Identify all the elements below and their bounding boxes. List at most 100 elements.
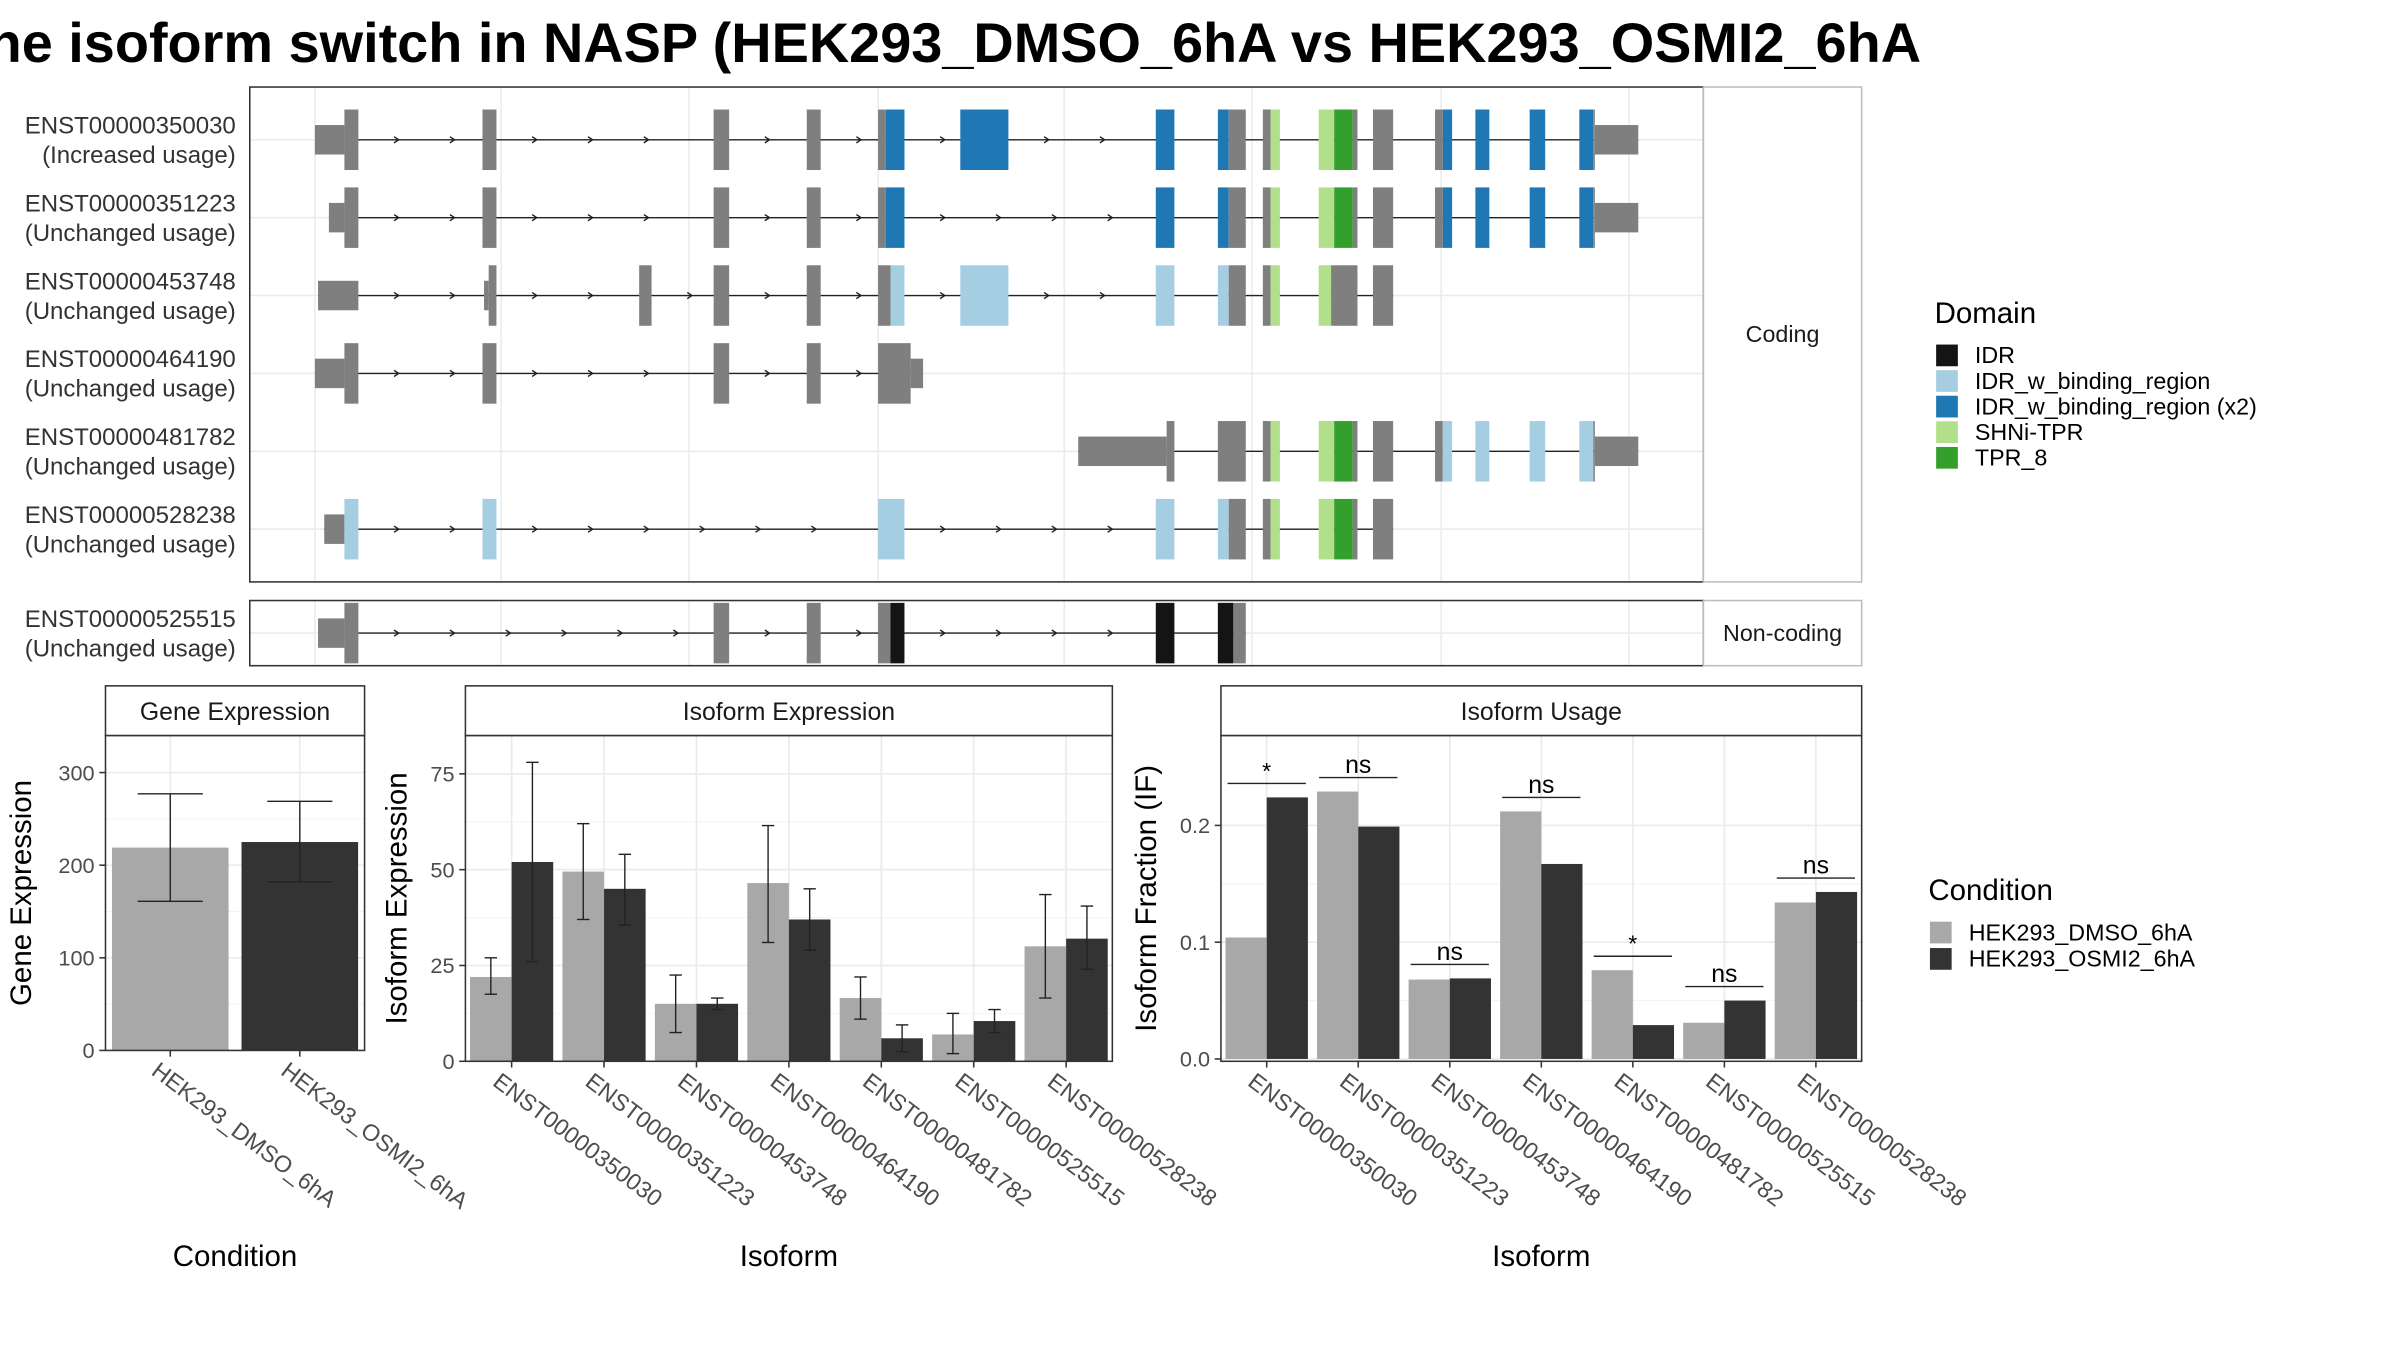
x-tick-label: ENST00000464190 bbox=[766, 1068, 945, 1212]
exon-block bbox=[713, 187, 730, 248]
y-tick-label: 0.1 bbox=[1180, 930, 1210, 955]
utr-block bbox=[1594, 436, 1639, 467]
strand-arrow bbox=[764, 213, 771, 222]
bar-panel-1: Isoform Expression 0 25 50 75 ENST00000350030… bbox=[380, 685, 1222, 1273]
strand-arrow bbox=[995, 525, 1002, 533]
exon-block bbox=[890, 265, 905, 326]
exon-block bbox=[1318, 498, 1335, 560]
exon-block bbox=[482, 109, 497, 171]
strand-arrow bbox=[855, 629, 863, 637]
bar bbox=[1317, 791, 1359, 1059]
x-tick-label: ENST00000350030 bbox=[1244, 1068, 1423, 1212]
exon-block bbox=[1318, 421, 1335, 482]
significance-label: * bbox=[1628, 931, 1637, 957]
significance-label: ns bbox=[1528, 772, 1554, 799]
utr-block bbox=[1594, 125, 1639, 155]
transcript-usage-label: (Unchanged usage) bbox=[25, 376, 236, 403]
x-axis-label: Isoform bbox=[740, 1240, 838, 1273]
exon-block bbox=[1435, 421, 1443, 482]
panel-strip bbox=[1220, 685, 1863, 737]
exon-block bbox=[713, 265, 730, 326]
strand-arrow bbox=[1051, 213, 1058, 222]
domain-legend-key bbox=[1936, 370, 1958, 392]
exon-block bbox=[713, 109, 730, 171]
exon-block bbox=[1217, 498, 1229, 560]
bar bbox=[1500, 811, 1542, 1059]
exon-block bbox=[1318, 265, 1332, 326]
exon-block bbox=[344, 498, 359, 560]
transcript-id-label: ENST00000350030 bbox=[25, 113, 236, 140]
strand-arrow bbox=[1099, 291, 1106, 300]
strand-arrow bbox=[449, 136, 456, 144]
exon-block bbox=[1217, 187, 1229, 248]
bar bbox=[1774, 902, 1816, 1059]
exon-block bbox=[1217, 265, 1229, 326]
exon-block bbox=[482, 498, 497, 560]
bar bbox=[1449, 978, 1491, 1059]
condition-legend-title: Condition bbox=[1928, 874, 2053, 907]
exon-block bbox=[878, 109, 886, 171]
exon-block bbox=[1593, 109, 1595, 171]
strand-arrow bbox=[699, 525, 706, 533]
y-tick-label: 0 bbox=[83, 1038, 95, 1063]
utr-block bbox=[328, 202, 345, 233]
x-tick-label: ENST00000453748 bbox=[673, 1068, 852, 1212]
exon-block bbox=[1435, 109, 1443, 171]
exon-block bbox=[1435, 187, 1443, 248]
exon-block bbox=[1352, 187, 1358, 248]
exon-block bbox=[344, 602, 359, 664]
exon-block bbox=[1270, 421, 1280, 482]
panel-strip bbox=[464, 685, 1114, 737]
exon-block bbox=[1155, 265, 1175, 326]
panel-title: Isoform Expression bbox=[683, 699, 895, 726]
domain-legend-label: IDR bbox=[1975, 342, 2015, 368]
exon-block bbox=[1593, 421, 1595, 482]
expression-panels: Gene Expression0100200300HEK293_DMSO_6hA… bbox=[5, 685, 1972, 1273]
condition-legend-key bbox=[1929, 921, 1952, 944]
x-tick-label: ENST00000528238 bbox=[1043, 1068, 1222, 1212]
exon-block bbox=[1334, 109, 1353, 171]
strand-arrow bbox=[505, 629, 512, 637]
exon-block bbox=[1475, 109, 1490, 171]
panel-title: Isoform Usage bbox=[1461, 699, 1622, 726]
strand-arrow bbox=[764, 629, 771, 637]
transcript-usage-label: (Unchanged usage) bbox=[25, 220, 236, 247]
exon-block bbox=[885, 109, 905, 171]
domain-legend-key bbox=[1936, 421, 1958, 444]
strand-arrow bbox=[393, 369, 400, 378]
x-tick-label: ENST00000481782 bbox=[858, 1068, 1037, 1212]
bar bbox=[1724, 1000, 1766, 1059]
strand-arrow bbox=[449, 629, 456, 637]
x-tick-label: ENST00000528238 bbox=[1793, 1068, 1972, 1212]
utr-block bbox=[910, 358, 924, 389]
transcript-id-label: ENST00000351223 bbox=[25, 190, 236, 217]
domain-legend-label: IDR_w_binding_region (x2) bbox=[1975, 393, 2257, 419]
utr-block bbox=[484, 280, 489, 311]
exon-block bbox=[806, 187, 821, 248]
condition-legend: Condition HEK293_DMSO_6hAHEK293_OSMI2_6h… bbox=[1928, 874, 2195, 972]
x-tick-label: ENST00000351223 bbox=[1335, 1068, 1514, 1212]
utr-block bbox=[314, 125, 345, 155]
y-tick-label: 75 bbox=[430, 762, 454, 787]
strand-arrow bbox=[561, 629, 568, 637]
exon-block bbox=[1228, 265, 1246, 326]
exon-block bbox=[1352, 421, 1358, 482]
exon-block bbox=[1579, 187, 1594, 248]
exon-block bbox=[1579, 421, 1594, 482]
exon-block bbox=[1372, 187, 1394, 248]
strand-arrow bbox=[1043, 136, 1050, 144]
exon-block bbox=[1334, 421, 1353, 482]
exon-block bbox=[885, 187, 905, 248]
utr-block bbox=[1594, 202, 1639, 233]
strip-label-noncoding: Non-coding bbox=[1723, 620, 1842, 646]
strand-arrow bbox=[939, 136, 947, 144]
bar bbox=[1408, 979, 1450, 1059]
significance-label: ns bbox=[1345, 752, 1371, 779]
strand-arrow bbox=[686, 291, 694, 300]
strand-arrow bbox=[1107, 629, 1114, 637]
exon-block bbox=[1155, 187, 1175, 248]
strand-arrow bbox=[643, 369, 650, 378]
strip-label-coding: Coding bbox=[1746, 321, 1820, 347]
exon-block bbox=[1372, 421, 1394, 482]
exon-block bbox=[1372, 109, 1394, 171]
